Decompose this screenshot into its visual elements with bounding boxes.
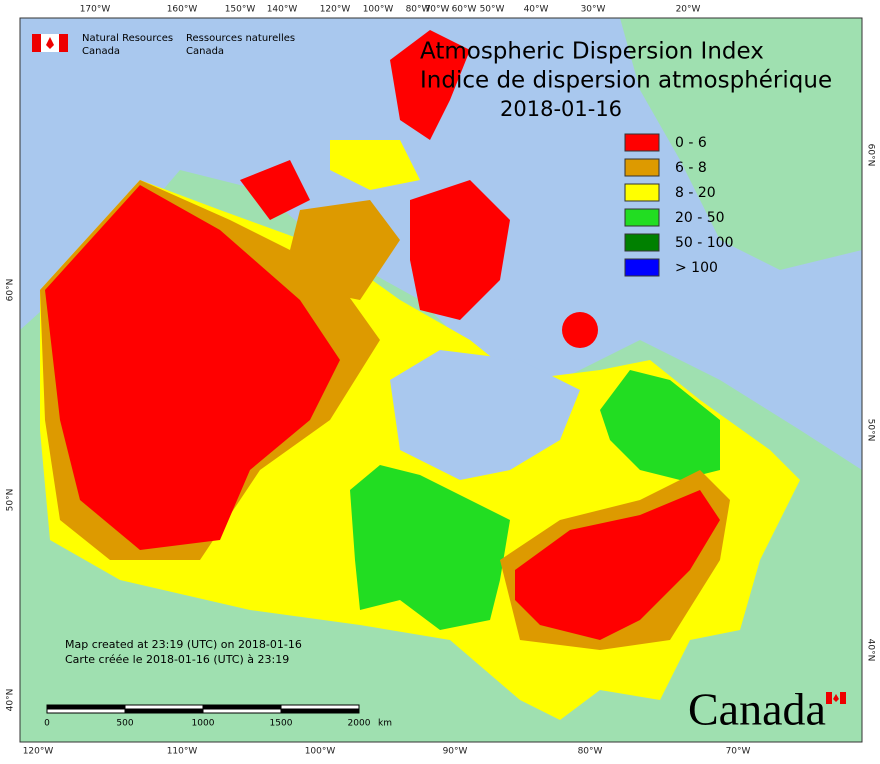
graticule-label: 40°N — [866, 639, 876, 662]
legend-label: 8 - 20 — [675, 185, 716, 201]
scale-label: 1500 — [270, 719, 293, 729]
scale-segment — [124, 708, 204, 714]
island-banks — [240, 160, 310, 220]
flag-bar — [59, 34, 68, 52]
greenland — [620, 18, 862, 270]
graticule-label: 100°W — [305, 747, 336, 757]
scale-label: 0 — [44, 719, 50, 729]
graticule-label: 140°W — [267, 5, 298, 15]
graticule-label: 170°W — [80, 5, 111, 15]
graticule-label: 50°N — [6, 489, 16, 512]
scale-segment — [202, 708, 282, 714]
scale-unit: km — [378, 719, 392, 729]
scale-label: 1000 — [192, 719, 215, 729]
graticule-label: 70°W — [425, 5, 450, 15]
graticule-label: 80°W — [406, 5, 431, 15]
graticule-label: 60°N — [866, 144, 876, 167]
graticule-label: 150°W — [225, 5, 256, 15]
agency-fr: Canada — [186, 46, 224, 57]
island-victoria — [290, 200, 400, 300]
legend-label: 6 - 8 — [675, 160, 707, 176]
map-frame — [19, 17, 863, 743]
island-parry — [330, 140, 420, 190]
graticule-label: 40°W — [524, 5, 549, 15]
legend-label: 20 - 50 — [675, 210, 725, 226]
legend-swatch — [624, 208, 660, 227]
graticule-label: 40°N — [6, 689, 16, 712]
wordmark: Canada — [688, 684, 826, 735]
scale-label: 500 — [116, 719, 133, 729]
legend-swatch — [624, 233, 660, 252]
title-date: 2018-01-16 — [500, 97, 622, 121]
graticule-label: 70°W — [726, 747, 751, 757]
graticule-label: 30°W — [581, 5, 606, 15]
legend-label: 0 - 6 — [675, 135, 707, 151]
graticule-label: 50°W — [480, 5, 505, 15]
credit: Carte créée le 2018-01-16 (UTC) à 23:19 — [65, 653, 289, 666]
graticule-label: 120°W — [23, 747, 54, 757]
island-red-spot — [562, 312, 598, 348]
credit: Map created at 23:19 (UTC) on 2018-01-16 — [65, 638, 302, 651]
wordmark-flag — [840, 692, 846, 704]
scale-segment — [280, 708, 360, 714]
region-red-west — [45, 185, 340, 550]
scale-segment — [46, 704, 126, 710]
wordmark-leaf — [833, 694, 839, 702]
flag-bar — [32, 34, 41, 52]
agency-en: Canada — [82, 46, 120, 57]
legend-swatch — [624, 258, 660, 277]
scale-segment — [202, 704, 282, 710]
graticule-label: 110°W — [167, 747, 198, 757]
legend-swatch — [624, 183, 660, 202]
legend-label: > 100 — [675, 260, 718, 276]
scale-segment — [280, 704, 360, 710]
flag-leaf — [46, 37, 54, 49]
scale-segment — [46, 708, 126, 714]
graticule-label: 50°N — [866, 419, 876, 442]
graticule-label: 60°W — [452, 5, 477, 15]
graticule-label: 80°W — [578, 747, 603, 757]
wordmark-flag — [826, 692, 832, 704]
island-ellesmere — [390, 30, 470, 140]
region-green-central — [350, 465, 510, 630]
region-red-east — [515, 490, 720, 640]
island-baffin — [410, 180, 510, 320]
region-green-labrador — [600, 370, 720, 480]
graticule-label: 90°W — [443, 747, 468, 757]
scale-label: 2000 — [348, 719, 371, 729]
scale-segment — [124, 704, 204, 710]
agency-en: Natural Resources — [82, 33, 173, 44]
graticule-label: 120°W — [320, 5, 351, 15]
graticule-label: 20°W — [676, 5, 701, 15]
title-en: Atmospheric Dispersion Index — [420, 39, 764, 65]
legend-swatch — [624, 158, 660, 177]
graticule-label: 60°N — [6, 279, 16, 302]
graticule-label: 160°W — [167, 5, 198, 15]
title-fr: Indice de dispersion atmosphérique — [420, 68, 832, 94]
legend-swatch — [624, 133, 660, 152]
graticule-label: 100°W — [363, 5, 394, 15]
hudson-bay — [390, 350, 580, 480]
agency-fr: Ressources naturelles — [186, 33, 295, 44]
legend-label: 50 - 100 — [675, 235, 734, 251]
